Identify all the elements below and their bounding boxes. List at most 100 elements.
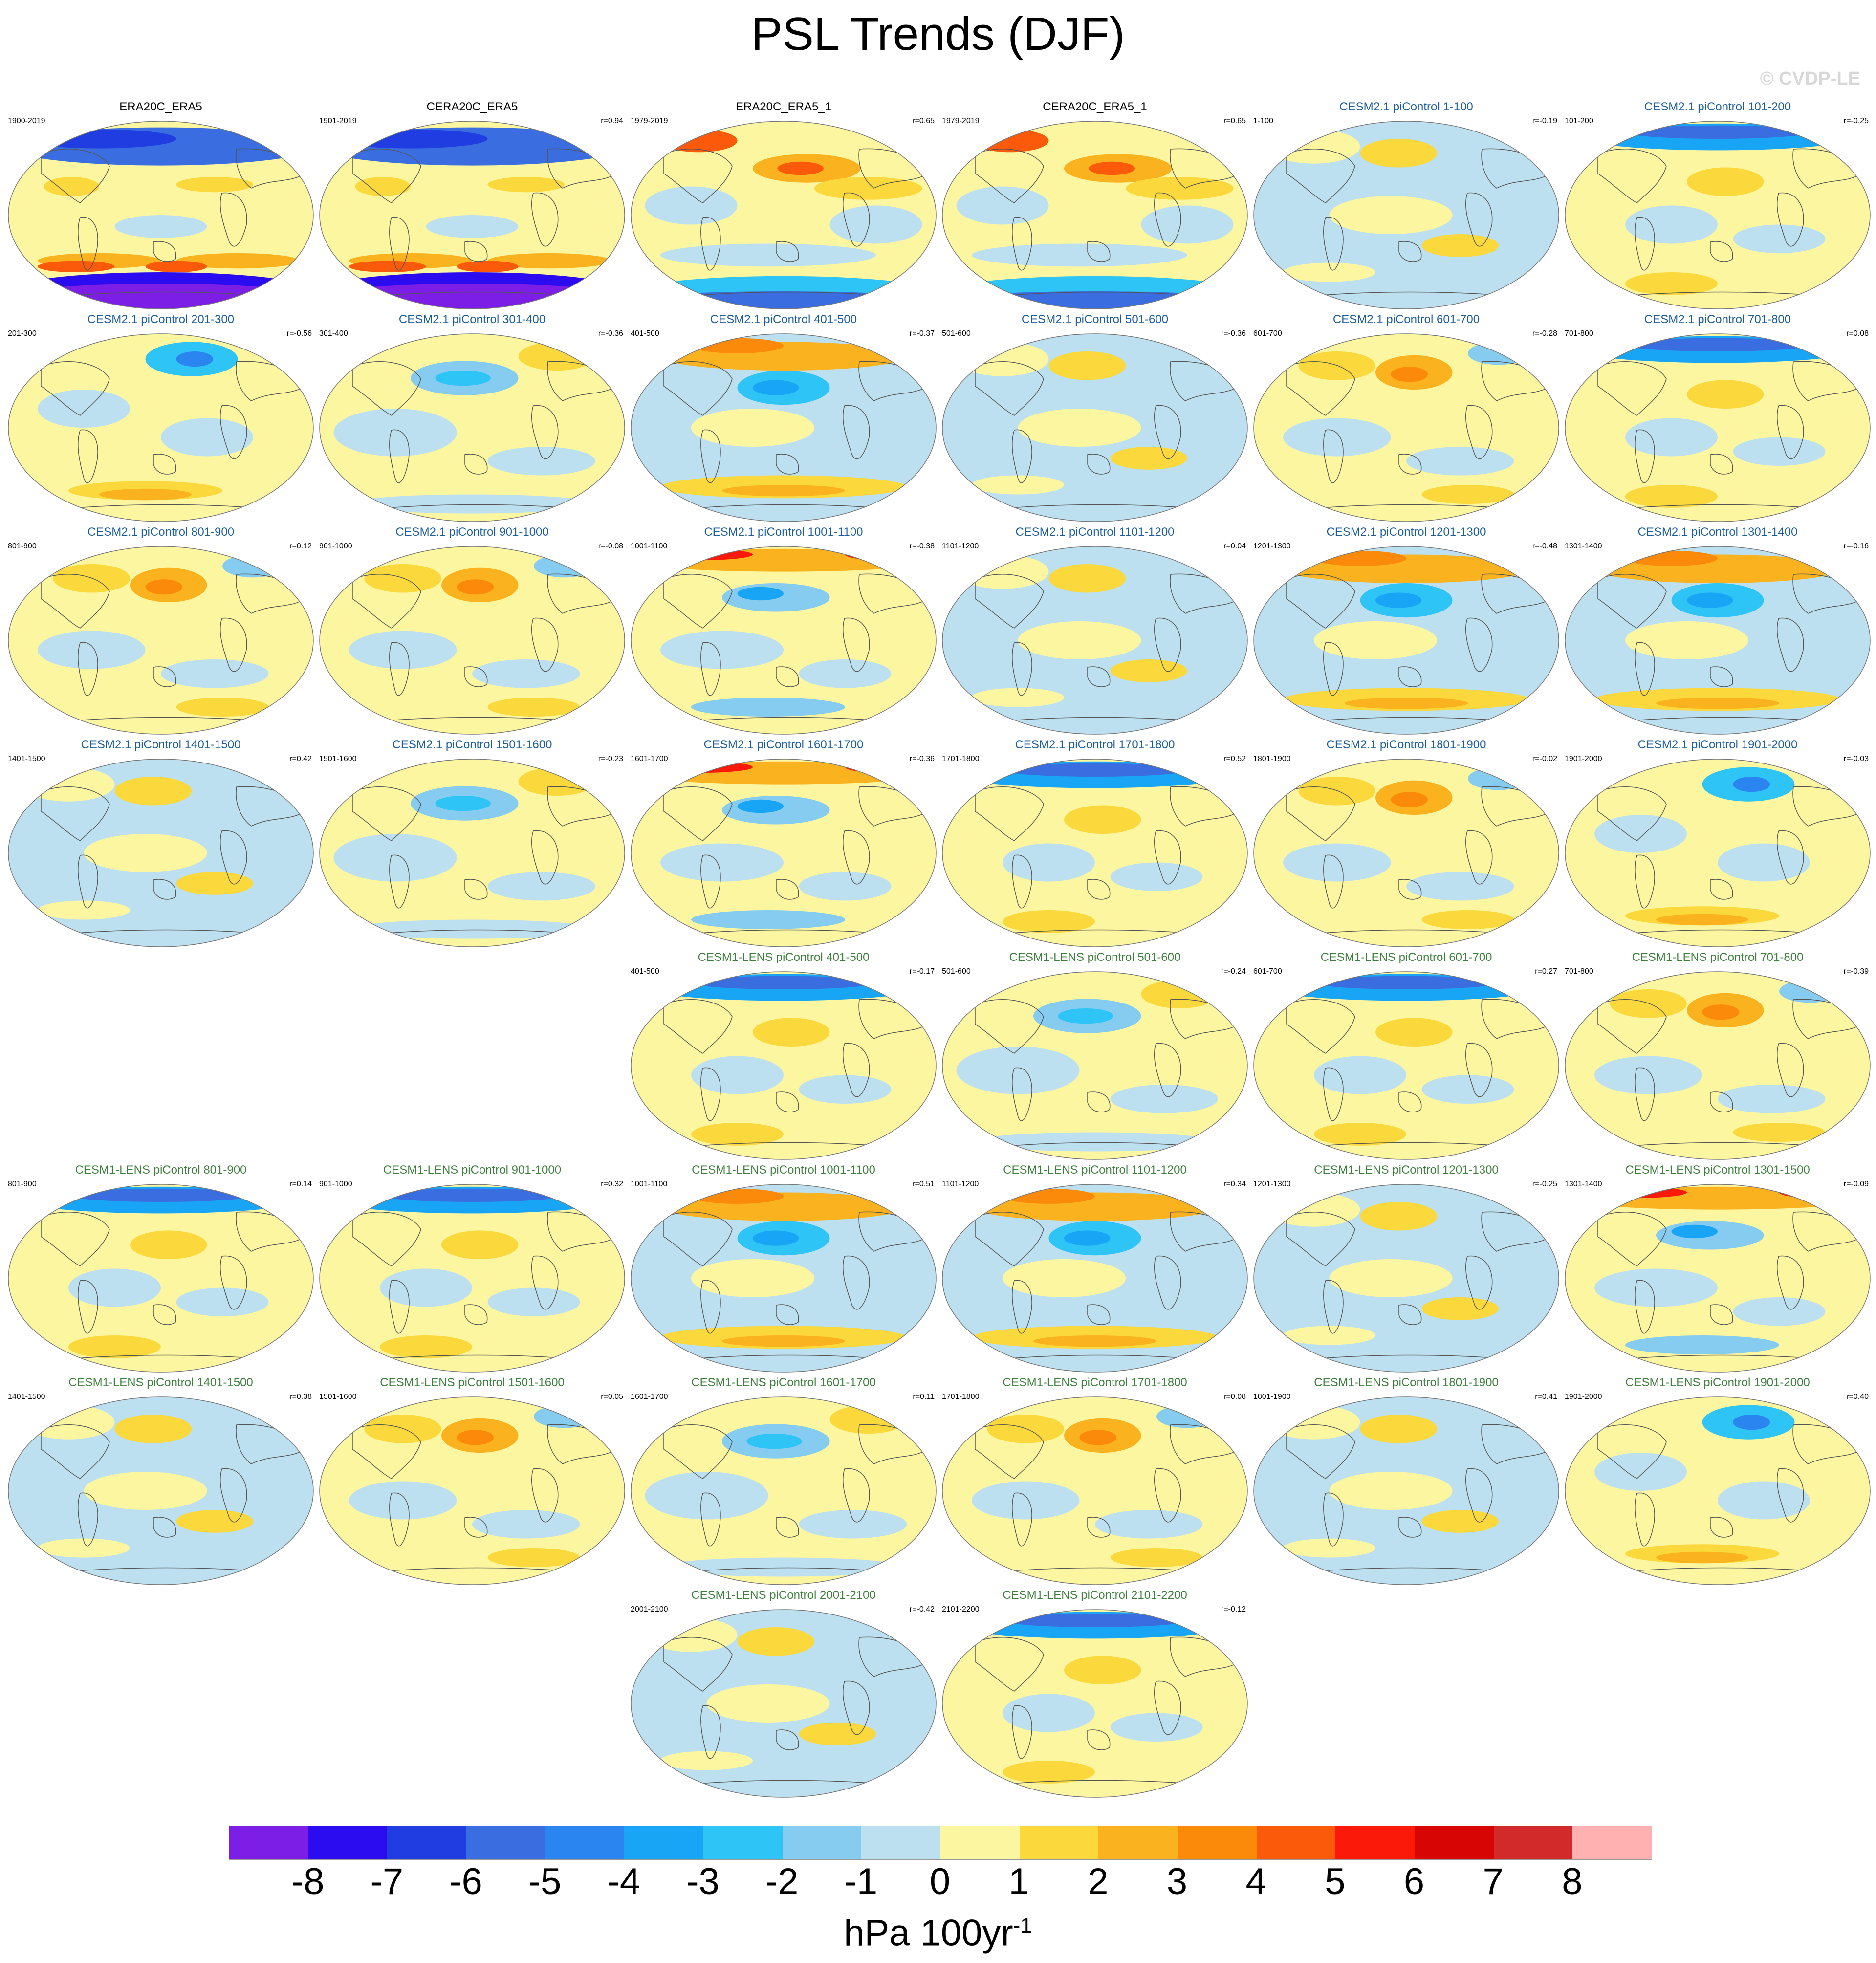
panel-correlation: r=-0.09: [1843, 1180, 1869, 1188]
robinson-map: [1565, 971, 1871, 1160]
colorbar-segment: [1335, 1826, 1415, 1859]
robinson-map: [319, 1184, 625, 1373]
panel-correlation: r=0.41: [1535, 1393, 1557, 1401]
colorbar-tick-label: 4: [1245, 1861, 1266, 1902]
panel-title: CESM2.1 piControl 901-1000: [395, 525, 549, 539]
map-panel: CESM2.1 piControl 1001-1100 1001-1100 r=-0…: [630, 525, 938, 736]
panel-period: 1101-1200: [942, 542, 979, 550]
robinson-map: [319, 759, 625, 947]
robinson-map: [942, 759, 1248, 947]
map-panel: CESM2.1 piControl 1201-1300 1201-1300 r=-0…: [1252, 525, 1560, 736]
panel-title: CESM1-LENS piControl 1201-1300: [1314, 1163, 1499, 1177]
colorbar-tick-label: -1: [844, 1861, 878, 1902]
robinson-map: [631, 121, 937, 309]
panel-correlation: r=0.05: [601, 1393, 623, 1401]
colorbar-tick-label: 8: [1562, 1861, 1583, 1902]
colorbar-labels: -8 -7 -6 -5 -4 -3 -2 -1 0 1 2 3 4 5 6 7 8: [229, 1862, 1651, 1901]
robinson-map: [8, 121, 314, 309]
colorbar-tick-label: -7: [370, 1861, 404, 1902]
colorbar-segment: [940, 1826, 1020, 1859]
panel-title: CESM1-LENS piControl 401-500: [698, 951, 870, 964]
panel-correlation: r=0.52: [1223, 755, 1246, 763]
panel-period: 601-700: [1253, 329, 1282, 338]
panel-correlation: r=-0.08: [598, 542, 623, 550]
robinson-map: [1565, 1184, 1871, 1373]
map-panel: CESM1-LENS piControl 701-800 701-800 r=-0.…: [1564, 951, 1872, 1161]
map-panel: CESM2.1 piControl 401-500 401-500 r=-0.37: [630, 313, 938, 523]
panel-title: CESM1-LENS piControl 1401-1500: [68, 1376, 253, 1389]
map-panel: CESM2.1 piControl 501-600 501-600 r=-0.36: [941, 313, 1249, 523]
panel-correlation: r=-0.28: [1532, 329, 1557, 338]
panel-period: 1901-2019: [319, 117, 357, 125]
panel-period: 2001-2100: [631, 1605, 668, 1614]
map-panel: CESM1-LENS piControl 1201-1300 1201-1300 r…: [1252, 1163, 1560, 1374]
panel-title: CESM1-LENS piControl 1301-1500: [1625, 1163, 1810, 1177]
robinson-map: [1253, 1396, 1559, 1585]
robinson-map: [942, 333, 1248, 522]
colorbar-tick-label: 5: [1325, 1861, 1346, 1902]
panel-correlation: r=-0.17: [909, 967, 935, 976]
panel-correlation: r=-0.02: [1532, 755, 1557, 763]
colorbar-segment: [1415, 1826, 1494, 1859]
map-panel: CESM2.1 piControl 1901-2000 1901-2000 r=-0…: [1564, 738, 1872, 948]
colorbar-segment: [1019, 1826, 1099, 1859]
panel-period: 1979-2019: [942, 117, 980, 125]
panel-correlation: r=-0.19: [1532, 117, 1557, 125]
panel-title: CESM2.1 piControl 1001-1100: [704, 525, 863, 539]
panel-period: 801-900: [8, 542, 37, 550]
colorbar-segment: [1572, 1826, 1652, 1859]
panel-title: CESM2.1 piControl 1601-1700: [703, 738, 864, 751]
map-panel: CESM1-LENS piControl 1601-1700 1601-1700 r…: [630, 1376, 938, 1586]
panel-title: CESM2.1 piControl 301-400: [398, 313, 546, 326]
panel-title: CESM2.1 piControl 1801-1900: [1326, 738, 1486, 751]
panel-period: 1601-1700: [631, 1393, 668, 1401]
colorbar-segment: [466, 1826, 545, 1859]
panel-correlation: r=0.27: [1535, 967, 1557, 976]
panel-period: 701-800: [1565, 329, 1593, 338]
panel-title: CESM2.1 piControl 1701-1800: [1015, 738, 1175, 751]
robinson-map: [1565, 333, 1871, 522]
robinson-map: [631, 759, 937, 947]
panel-title: CESM2.1 piControl 401-500: [710, 313, 857, 326]
robinson-map: [1565, 759, 1871, 947]
panel-title: ERA20C_ERA5_1: [735, 100, 832, 113]
panel-correlation: r=-0.38: [909, 542, 935, 550]
panel-title: CESM2.1 piControl 201-300: [87, 313, 235, 326]
panel-title: CESM2.1 piControl 1101-1200: [1015, 525, 1175, 539]
panel-period: 1801-1900: [1253, 755, 1291, 763]
colorbar-units: hPa 100yr-1: [0, 1904, 1876, 1955]
map-panel: CESM1-LENS piControl 1301-1500 1301-1400 r…: [1564, 1163, 1872, 1374]
colorbar-segment: [1178, 1826, 1257, 1859]
panel-title: CESM1-LENS piControl 2101-2200: [1003, 1589, 1187, 1602]
panel-title: CESM1-LENS piControl 1001-1100: [692, 1163, 875, 1177]
colorbar: [229, 1826, 1652, 1860]
panel-title: CESM2.1 piControl 1301-1400: [1637, 525, 1798, 539]
panel-correlation: r=0.08: [1223, 1393, 1246, 1401]
colorbar-segment: [387, 1826, 467, 1859]
panel-correlation: r=-0.56: [286, 329, 312, 338]
colorbar-segment: [308, 1826, 388, 1859]
map-panel: CESM1-LENS piControl 801-900 801-900 r=0.1…: [7, 1163, 315, 1374]
panel-title: CESM2.1 piControl 701-800: [1644, 313, 1791, 326]
panel-title: CESM1-LENS piControl 901-1000: [383, 1163, 562, 1177]
robinson-map: [1253, 971, 1559, 1160]
panel-period: 1-100: [1253, 117, 1273, 125]
colorbar-tick-label: 7: [1483, 1861, 1504, 1902]
panel-title: CESM2.1 piControl 801-900: [87, 525, 235, 539]
panel-correlation: r=-0.25: [1843, 117, 1869, 125]
panel-title: CESM1-LENS piControl 701-800: [1632, 951, 1804, 964]
panel-title: CESM2.1 piControl 1501-1600: [392, 738, 552, 751]
colorbar-tick-label: 0: [929, 1861, 951, 1902]
panel-title: CESM1-LENS piControl 1101-1200: [1003, 1163, 1187, 1177]
map-panel: CESM2.1 piControl 301-400 301-400 r=-0.36: [318, 313, 626, 523]
panel-title: CESM1-LENS piControl 1701-1800: [1003, 1376, 1187, 1389]
map-panel: CESM1-LENS piControl 2001-2100 2001-2100 r…: [630, 1589, 938, 1799]
colorbar-tick-label: -8: [291, 1861, 325, 1902]
colorbar-tick-label: 1: [1008, 1861, 1029, 1902]
panel-correlation: r=0.14: [289, 1180, 312, 1188]
panel-period: 1701-1800: [942, 1393, 980, 1401]
robinson-map: [1253, 333, 1559, 522]
panel-correlation: r=-0.23: [598, 755, 623, 763]
panel-title: CESM1-LENS piControl 1801-1900: [1314, 1376, 1499, 1389]
panel-title: ERA20C_ERA5: [119, 100, 202, 113]
